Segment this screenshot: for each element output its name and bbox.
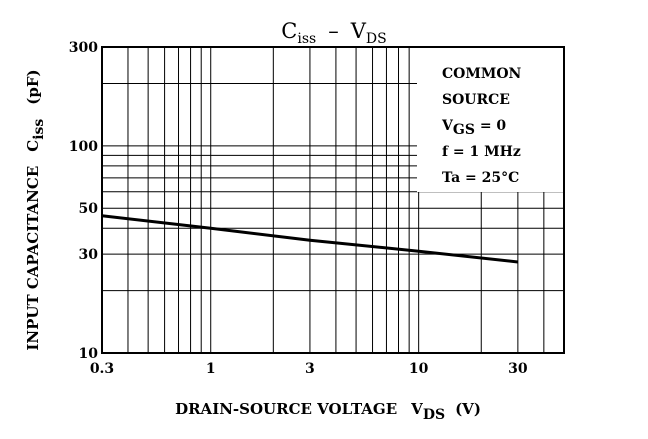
- annotation-line: Ta = 25°C: [442, 170, 519, 186]
- x-tick-label: 1: [206, 361, 216, 377]
- y-tick-label: 30: [79, 247, 99, 263]
- series-layer: [101, 214, 519, 264]
- x-axis-label: DRAIN-SOURCE VOLTAGE VDS (V): [175, 400, 481, 423]
- annotation: COMMON SOURCE VGS = 0 f = 1 MHz Ta = 25°C: [441, 66, 522, 186]
- y-tick-label: 300: [69, 40, 98, 56]
- x-tick-label: 0.3: [90, 361, 114, 377]
- annotation-box: [417, 48, 563, 192]
- y-tick-label: 10: [79, 346, 99, 362]
- series-line: [101, 214, 519, 264]
- annotation-line: COMMON: [442, 66, 522, 82]
- y-tick-label: 100: [69, 139, 98, 155]
- x-tick-label: 10: [409, 361, 429, 377]
- chart-title: Ciss – VDS: [281, 19, 386, 47]
- tick-labels: 0.3 1 3 10 30 10 30 50 100 300: [69, 40, 528, 377]
- annotation-line: SOURCE: [442, 92, 510, 108]
- y-axis-label: INPUT CAPACITANCECiss(pF): [24, 69, 47, 350]
- x-tick-label: 3: [305, 361, 315, 377]
- annotation-line: f = 1 MHz: [442, 144, 521, 160]
- annotation-line: VGS = 0: [441, 118, 506, 138]
- y-tick-label: 50: [79, 201, 99, 217]
- x-tick-label: 30: [508, 361, 528, 377]
- plot-frame: [101, 46, 565, 354]
